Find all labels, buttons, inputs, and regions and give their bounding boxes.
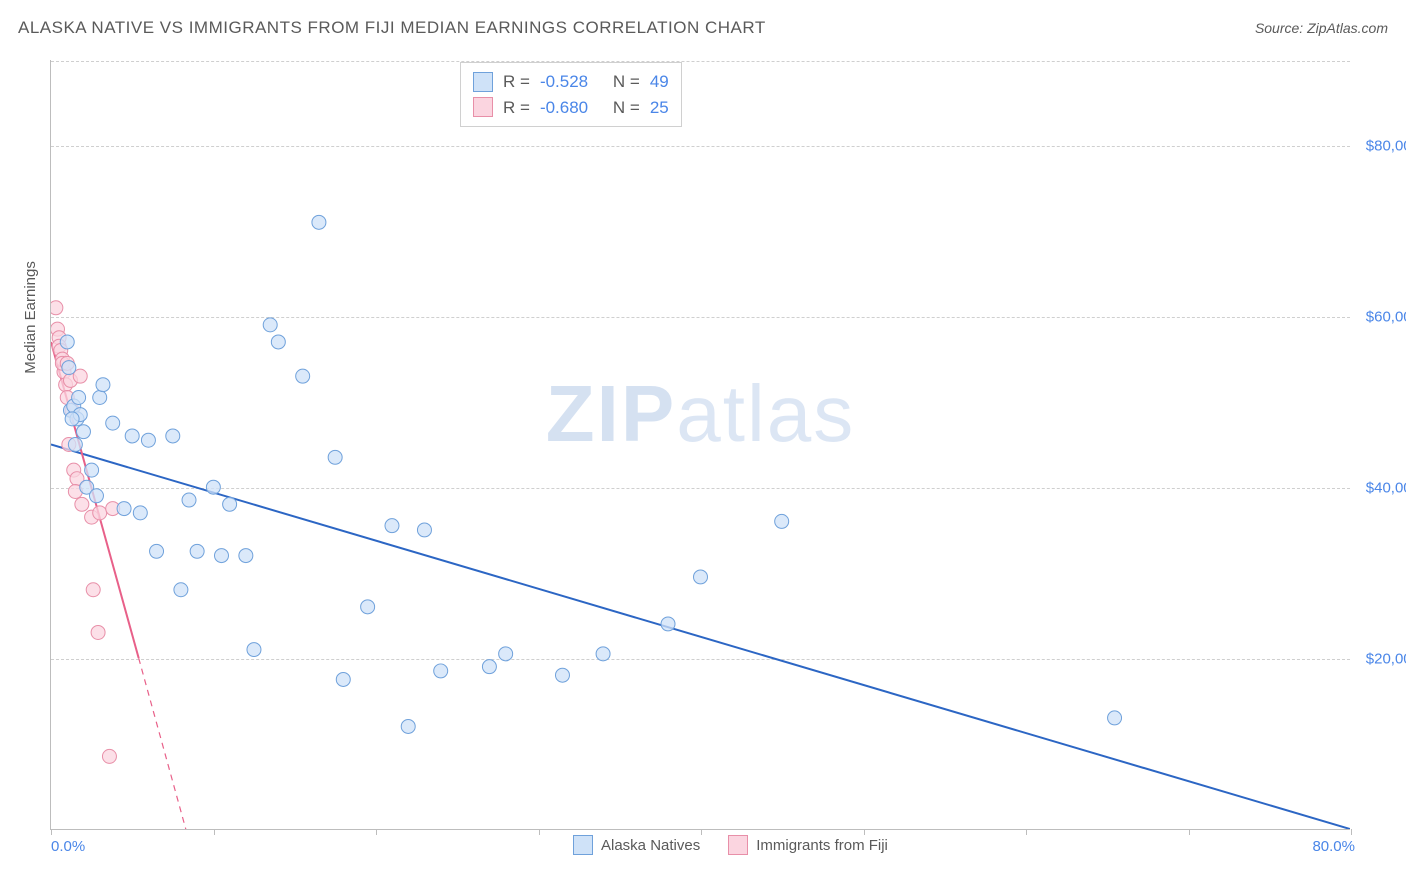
bottom-legend: Alaska Natives Immigrants from Fiji	[573, 835, 888, 855]
correlation-box: R = -0.528 N = 49 R = -0.680 N = 25	[460, 62, 682, 127]
corr-swatch-alaska	[473, 72, 493, 92]
corr-row-fiji: R = -0.680 N = 25	[473, 95, 669, 121]
legend-alaska: Alaska Natives	[573, 835, 700, 855]
y-axis-title: Median Earnings	[22, 261, 39, 374]
x-max-label: 80.0%	[1312, 838, 1355, 855]
x-min-label: 0.0%	[51, 838, 85, 855]
scatter-svg	[51, 60, 1350, 829]
y-tick-label: $60,000	[1355, 308, 1406, 325]
y-tick-label: $40,000	[1355, 479, 1406, 496]
chart-source: Source: ZipAtlas.com	[1255, 20, 1388, 36]
legend-swatch-alaska	[573, 835, 593, 855]
corr-swatch-fiji	[473, 97, 493, 117]
legend-swatch-fiji	[728, 835, 748, 855]
chart-title: ALASKA NATIVE VS IMMIGRANTS FROM FIJI ME…	[18, 18, 766, 38]
chart-plot-area: ZIPatlas $20,000$40,000$60,000$80,000 0.…	[50, 60, 1350, 830]
y-tick-label: $80,000	[1355, 137, 1406, 154]
y-tick-label: $20,000	[1355, 650, 1406, 667]
corr-row-alaska: R = -0.528 N = 49	[473, 69, 669, 95]
chart-header: ALASKA NATIVE VS IMMIGRANTS FROM FIJI ME…	[18, 18, 1388, 38]
legend-fiji: Immigrants from Fiji	[728, 835, 888, 855]
